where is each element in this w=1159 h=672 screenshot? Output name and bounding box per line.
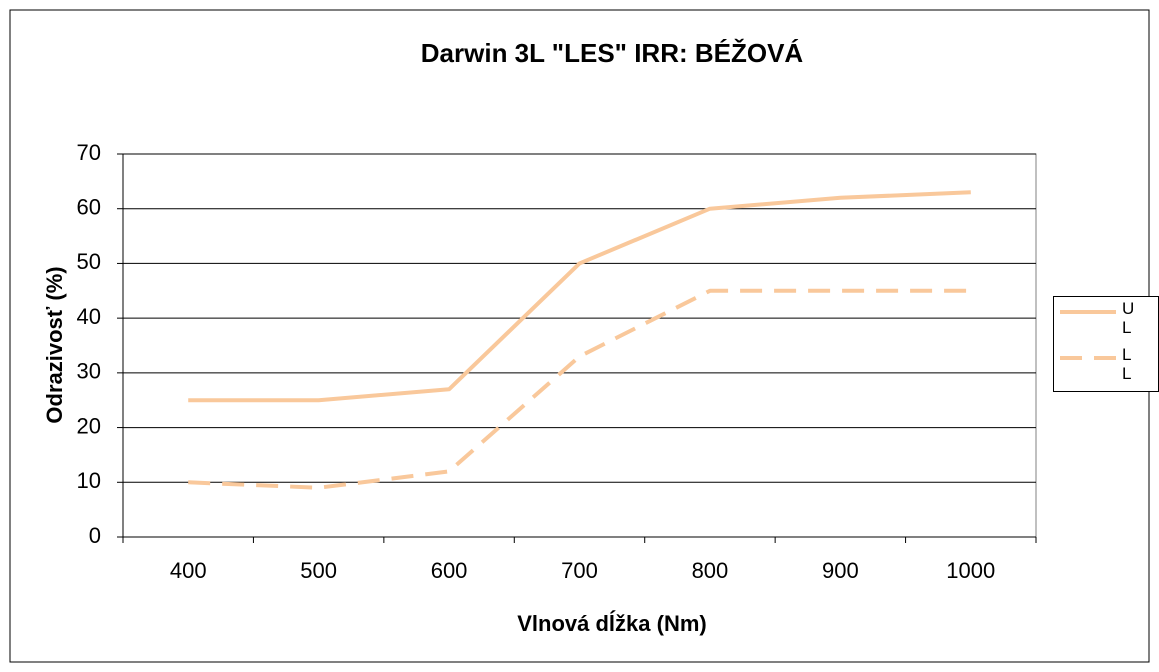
legend-entry: LL (1054, 343, 1158, 389)
y-tick-label: 50 (77, 249, 101, 274)
x-tick-label: 800 (692, 558, 729, 583)
y-tick-label: 20 (77, 413, 101, 438)
x-tick-label: 900 (822, 558, 859, 583)
x-tick-label: 500 (300, 558, 337, 583)
y-tick-label: 60 (77, 195, 101, 220)
x-tick-label: 700 (561, 558, 598, 583)
y-tick-label: 10 (77, 468, 101, 493)
y-tick-label: 30 (77, 359, 101, 384)
x-tick-label: 400 (170, 558, 207, 583)
legend-swatch (1060, 310, 1116, 314)
legend-label: LL (1122, 345, 1132, 383)
legend-entry: UL (1054, 297, 1158, 343)
plot-area (122, 153, 1037, 538)
chart-title: Darwin 3L "LES" IRR: BÉŽOVÁ (421, 38, 804, 68)
y-tick-label: 0 (89, 523, 101, 548)
x-tick-label: 1000 (946, 558, 995, 583)
y-tick-label: 70 (77, 140, 101, 165)
legend: UL LL (1053, 296, 1159, 392)
legend-label: UL (1122, 299, 1135, 337)
line-series (188, 190, 971, 403)
legend-swatch (1060, 356, 1116, 360)
y-axis-label: Odrazivosť (%) (42, 266, 67, 423)
y-tick-label: 40 (77, 304, 101, 329)
x-axis-label: Vlnová dĺžka (Nm) (517, 610, 706, 636)
x-tick-label: 600 (431, 558, 468, 583)
